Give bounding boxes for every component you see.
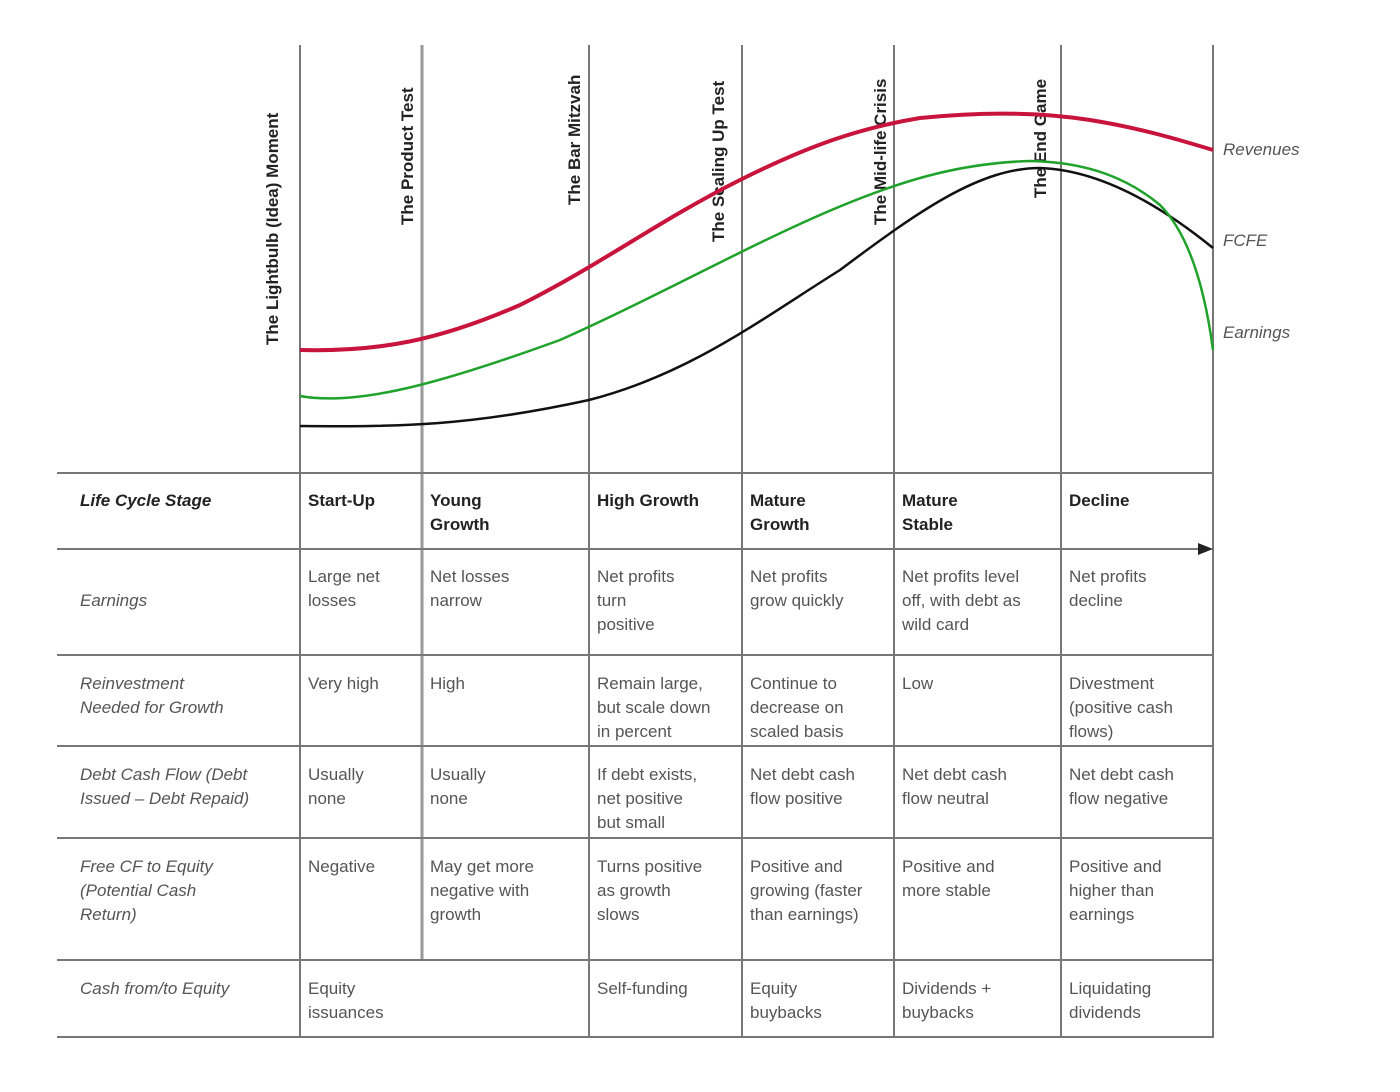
- table-cell-3-4: Positive and more stable: [902, 857, 995, 900]
- stage-header-4: Mature Stable: [902, 491, 958, 534]
- table-cell-2-5: Net debt cash flow negative: [1069, 765, 1174, 808]
- stage-header-3: Mature Growth: [750, 491, 810, 534]
- table-cell-3-2: Turns positive as growth slows: [597, 857, 702, 924]
- row-label-4: Cash from/to Equity: [80, 979, 231, 998]
- table-cell-4-3: Equity buybacks: [750, 979, 822, 1022]
- revenues-label: Revenues: [1223, 140, 1300, 159]
- milestone-scaling-up-test: The Scaling Up Test: [709, 80, 728, 242]
- table-cell-0-4: Net profits level off, with debt as wild c…: [901, 567, 1021, 634]
- table-cell-0-0: Large net losses: [308, 567, 380, 610]
- table-cell-2-0: Usually none: [308, 765, 364, 808]
- table-cell-0-1: Net losses narrow: [430, 567, 509, 610]
- row-label-2: Debt Cash Flow (Debt Issued – Debt Repaid…: [80, 765, 249, 808]
- table-cell-4-0: Equity issuances: [308, 979, 384, 1022]
- row-label-3: Free CF to Equity (Potential Cash Return): [80, 857, 214, 924]
- table-rules: [57, 472, 1213, 1038]
- stage-header-5: Decline: [1069, 491, 1129, 510]
- arrow-head-icon: [1198, 543, 1213, 555]
- table-cell-1-1: High: [430, 674, 465, 693]
- table-cell-4-4: Dividends + buybacks: [902, 979, 991, 1022]
- header-life-cycle-stage: Life Cycle Stage: [80, 491, 211, 510]
- row-label-1: Reinvestment Needed for Growth: [80, 674, 224, 717]
- table-cell-1-0: Very high: [308, 674, 379, 693]
- table-cell-0-2: Net profits turn positive: [597, 567, 674, 634]
- table-cell-2-2: If debt exists, net positive but small: [597, 765, 697, 832]
- table-cell-3-0: Negative: [308, 857, 375, 876]
- stage-dividers: [299, 45, 1214, 1038]
- table-cell-0-3: Net profits grow quickly: [750, 567, 844, 610]
- milestone-bar-mitzvah: The Bar Mitzvah: [565, 75, 584, 205]
- milestone-midlife-crisis: The Mid-life Crisis: [871, 79, 890, 225]
- milestone-end-game: The End Game: [1031, 79, 1050, 198]
- fcfe-curve: [299, 166, 1214, 428]
- table-cell-2-4: Net debt cash flow neutral: [902, 765, 1007, 808]
- table-cell-0-5: Net profits decline: [1069, 567, 1146, 610]
- table-cell-2-3: Net debt cash flow positive: [750, 765, 855, 808]
- table-cell-4-5: Liquidating dividends: [1069, 979, 1151, 1022]
- earnings-curve: [299, 159, 1215, 400]
- milestone-product-test: The Product Test: [398, 87, 417, 225]
- table-cell-3-3: Positive and growing (faster than earnings…: [750, 857, 863, 924]
- stage-header-1: Young Growth: [430, 491, 490, 534]
- revenues-curve: [299, 111, 1214, 353]
- life-cycle-table: Life Cycle Stage Start-Up Young Growth High …: [80, 491, 1174, 1022]
- stage-header-0: Start-Up: [308, 491, 375, 510]
- table-cell-1-3: Continue to decrease on scaled basis: [750, 674, 844, 741]
- table-cell-1-5: Divestment (positive cash flows): [1069, 674, 1173, 741]
- row-label-0: Earnings: [80, 591, 148, 610]
- table-cell-3-1: May get more negative with growth: [430, 857, 534, 924]
- earnings-label: Earnings: [1223, 323, 1291, 342]
- table-cell-1-2: Remain large, but scale down in percent: [597, 674, 710, 741]
- curve-labels: Revenues FCFE Earnings: [1223, 140, 1300, 342]
- fcfe-label: FCFE: [1223, 231, 1268, 250]
- stage-header-2: High Growth: [597, 491, 699, 510]
- curves: [299, 111, 1215, 428]
- milestone-lightbulb: The Lightbulb (Idea) Moment: [263, 112, 282, 345]
- table-cell-3-5: Positive and higher than earnings: [1069, 857, 1162, 924]
- table-cell-2-1: Usually none: [430, 765, 486, 808]
- table-cell-1-4: Low: [902, 674, 934, 693]
- table-cell-4-2: Self-funding: [597, 979, 688, 998]
